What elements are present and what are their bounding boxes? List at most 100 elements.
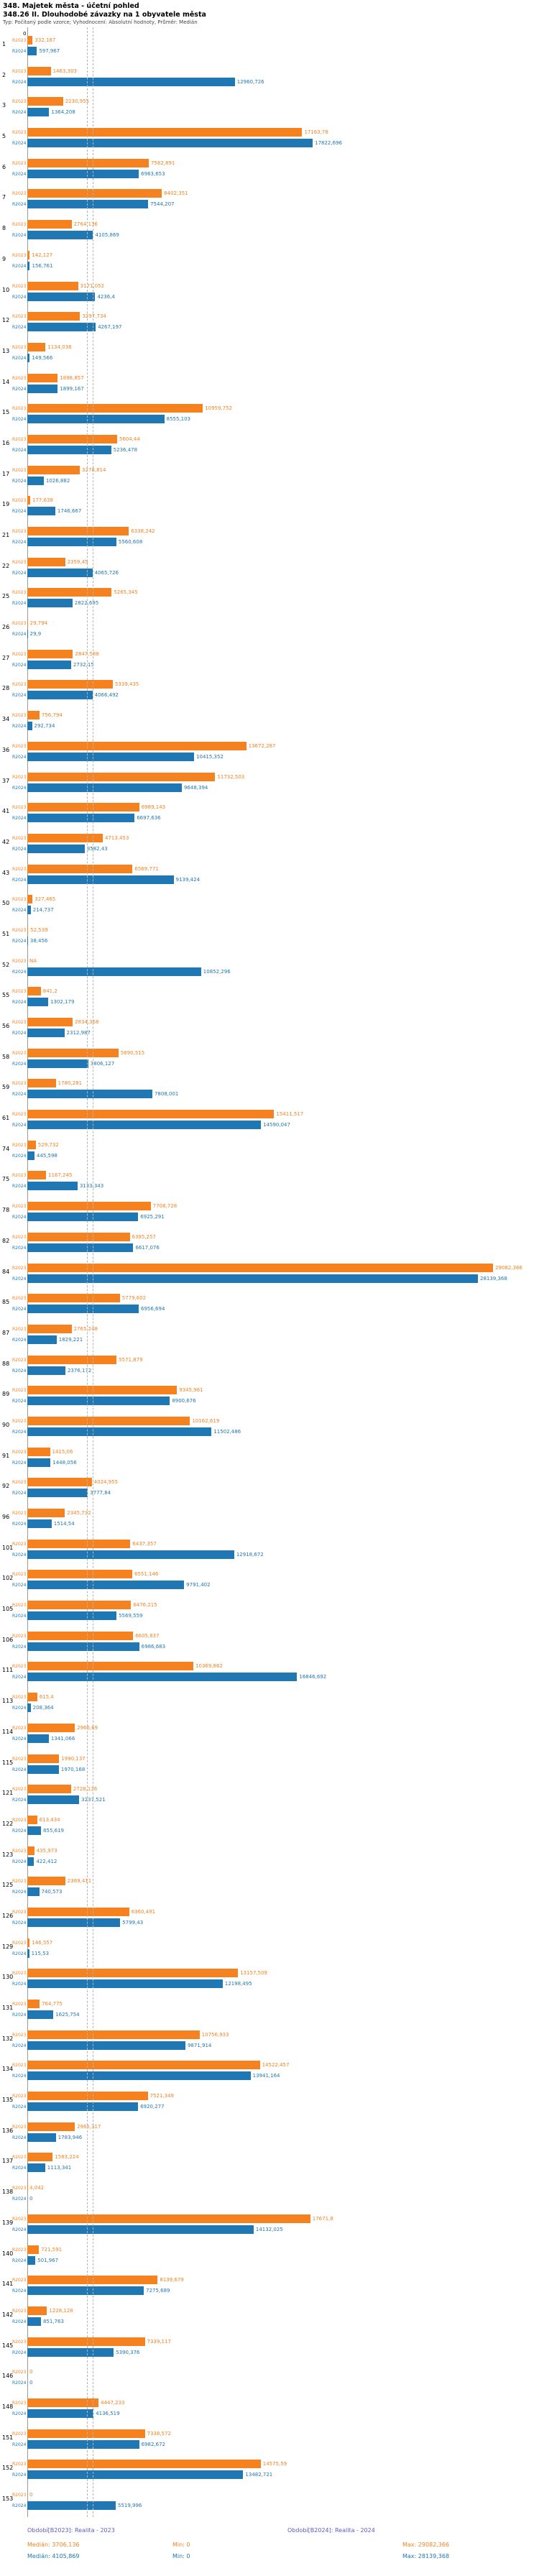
- bar-2023: [27, 36, 33, 45]
- chart-row: 111 R2023 10369,862 R2024 16846,692: [0, 1657, 539, 1688]
- bar-line-2023: R2023 4,042: [0, 2183, 539, 2193]
- bar-value-2023: 2965,317: [77, 2123, 101, 2130]
- bar-line-2024: R2024 6697,636: [0, 813, 539, 823]
- chart-row: 145 R2023 7339,117 R2024 5390,376: [0, 2333, 539, 2364]
- bar-2024: [27, 323, 96, 332]
- bar-2024: [27, 1979, 223, 1989]
- bar-value-2023: 2345,732: [67, 1510, 91, 1516]
- series-label-2024: R2024: [12, 233, 27, 239]
- series-label-2023: R2023: [12, 283, 27, 289]
- chart-footer: Období[B2023]: Realita - 2023 Období[B20…: [0, 2526, 539, 2572]
- bar-line-2024: R2024 6986,683: [0, 1642, 539, 1652]
- row-number: 37: [2, 777, 10, 784]
- bar-2023: [27, 189, 162, 198]
- bar-value-2024: 2376,172: [67, 1367, 92, 1374]
- bar-2023: [27, 2030, 200, 2039]
- bar-value-2024: 12198,495: [224, 1981, 252, 1987]
- series-label-2024: R2024: [12, 263, 27, 269]
- row-number: 9: [2, 255, 6, 262]
- chart-row: 15 R2023 10959,752 R2024 8555,103: [0, 400, 539, 431]
- bar-value-2023: 6989,143: [141, 804, 166, 811]
- bar-line-2023: R2023 7582,891: [0, 158, 539, 168]
- bar-line-2023: R2023 3278,814: [0, 465, 539, 475]
- bar-value-2024: 8900,676: [172, 1398, 196, 1404]
- series-label-2023: R2023: [12, 1357, 27, 1363]
- row-number: 25: [2, 593, 10, 600]
- series-label-2023: R2023: [12, 130, 27, 136]
- bar-line-2023: R2023 14522,457: [0, 2060, 539, 2070]
- bar-line-2023: R2023 4447,233: [0, 2398, 539, 2408]
- series-label-2023: R2023: [12, 191, 27, 197]
- bar-value-2023: 14522,457: [262, 2062, 290, 2069]
- bar-value-2024: 14590,047: [263, 1122, 290, 1128]
- row-number: 132: [2, 2035, 14, 2042]
- bar-2024: [27, 1335, 57, 1344]
- bar-value-2023: 10756,933: [201, 2031, 229, 2038]
- chart-row: 61 R2023 15411,517 R2024 14590,047: [0, 1105, 539, 1136]
- bar-value-2024: 38,456: [29, 937, 48, 944]
- series-label-2024: R2024: [12, 632, 27, 638]
- series-label-2023: R2023: [12, 1326, 27, 1332]
- bar-line-2024: R2024 740,573: [0, 1887, 539, 1897]
- row-number: 28: [2, 685, 10, 692]
- bar-line-2023: R2023 7339,117: [0, 2337, 539, 2347]
- bar-2023: [27, 772, 216, 781]
- bar-value-2023: 6605,837: [135, 1632, 160, 1639]
- bar-line-2024: R2024 5390,376: [0, 2347, 539, 2358]
- bar-2024: [27, 292, 96, 301]
- chart-row: 14 R2023 1898,857 R2024 1899,167: [0, 369, 539, 400]
- series-label-2024: R2024: [12, 1031, 27, 1036]
- chart-row: 52 R2023 NA R2024 10852,296: [0, 952, 539, 983]
- bar-value-2023: 11732,503: [217, 773, 245, 780]
- bar-2023: [27, 342, 46, 351]
- bar-line-2024: R2024 10415,352: [0, 752, 539, 762]
- row-number: 121: [2, 1790, 14, 1797]
- bar-line-2023: R2023 0: [0, 2367, 539, 2377]
- series-label-2024: R2024: [12, 1491, 27, 1496]
- series-label-2024: R2024: [12, 1215, 27, 1220]
- bar-line-2023: R2023 2834,368: [0, 1017, 539, 1027]
- bar-value-2023: 6551,146: [134, 1571, 159, 1578]
- series-label-2024: R2024: [12, 816, 27, 822]
- bar-2024: [27, 2071, 251, 2081]
- series-label-2023: R2023: [12, 1633, 27, 1639]
- series-label-2024: R2024: [12, 1000, 27, 1006]
- row-number: 130: [2, 1974, 14, 1981]
- row-number: 8: [2, 225, 6, 232]
- bar-line-2024: R2024 1364,208: [0, 107, 539, 117]
- chart-row: 129 R2023 146,557 R2024 115,53: [0, 1934, 539, 1965]
- series-label-2023: R2023: [12, 344, 27, 350]
- bar-2024: [27, 2439, 139, 2449]
- bar-line-2024: R2024 149,566: [0, 353, 539, 363]
- bar-value-2023: 764,775: [42, 2001, 63, 2007]
- bar-line-2024: R2024 13482,721: [0, 2470, 539, 2480]
- bar-value-2023: 332,187: [34, 37, 56, 43]
- bar-line-2023: R2023 29082,366: [0, 1263, 539, 1273]
- period-label-2023: Období[B2023]: Realita - 2023: [27, 2526, 115, 2534]
- bar-2023: [27, 373, 58, 382]
- bar-line-2024: R2024 1899,167: [0, 384, 539, 394]
- bar-line-2023: R2023 6395,257: [0, 1232, 539, 1242]
- series-label-2024: R2024: [12, 2043, 27, 2048]
- chart-row: 123 R2023 435,973 R2024 422,412: [0, 1842, 539, 1873]
- series-label-2024: R2024: [12, 1460, 27, 1466]
- series-label-2023: R2023: [12, 621, 27, 627]
- series-label-2024: R2024: [12, 447, 27, 453]
- bar-2024: [27, 47, 37, 55]
- chart-row: 139 R2023 17671,8 R2024 14132,025: [0, 2210, 539, 2241]
- chart-row: 8 R2023 2764,136 R2024 4105,869: [0, 216, 539, 247]
- bar-line-2024: R2024 1113,341: [0, 2163, 539, 2173]
- chart-row: 114 R2023 2966,69 R2024 1341,066: [0, 1719, 539, 1750]
- series-label-2024: R2024: [12, 938, 27, 944]
- chart-row: 85 R2023 5779,602 R2024 6956,694: [0, 1289, 539, 1320]
- bar-line-2023: R2023 2965,317: [0, 2122, 539, 2132]
- series-label-2023: R2023: [12, 651, 27, 657]
- bar-2023: [27, 588, 112, 597]
- bar-value-2024: 6925,291: [140, 1214, 165, 1220]
- bar-value-2024: 214,737: [32, 907, 54, 914]
- bar-value-2023: 13157,509: [240, 1970, 268, 1977]
- bar-value-2023: 6569,771: [134, 865, 159, 872]
- bar-value-2024: 1448,056: [52, 1459, 77, 1466]
- bar-value-2023: 8139,679: [160, 2277, 184, 2283]
- chart-row: 5 R2023 17163,78 R2024 17822,696: [0, 124, 539, 155]
